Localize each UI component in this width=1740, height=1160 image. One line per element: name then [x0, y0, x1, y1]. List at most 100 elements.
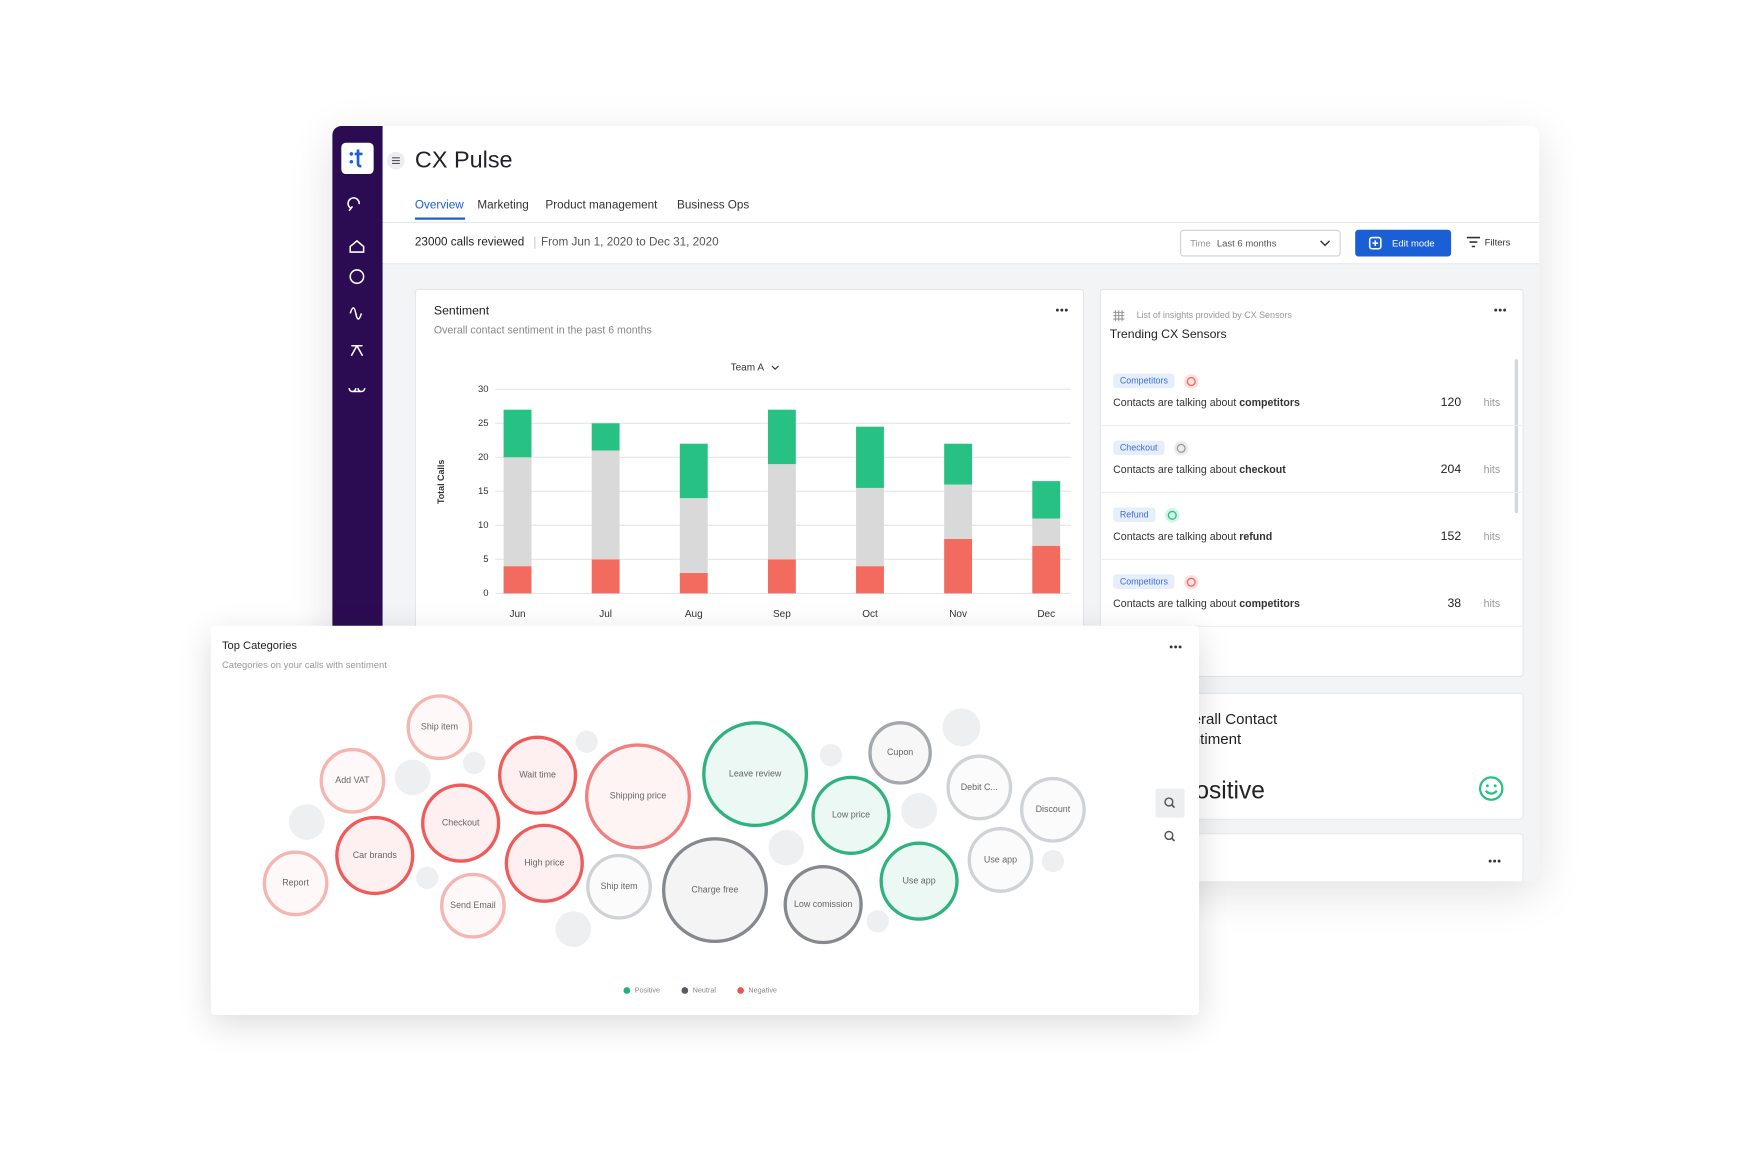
nav-icon[interactable] — [349, 269, 365, 285]
sensor-text: Contacts are talking about competitors — [1113, 598, 1300, 610]
sensor-list: Competitors Contacts are talking about co… — [1099, 359, 1522, 674]
bubble-circle — [783, 864, 863, 945]
bubble[interactable]: Ship item — [406, 694, 473, 761]
filter-icon — [1466, 236, 1481, 248]
bubble[interactable]: Use app — [879, 841, 959, 921]
legend-label: Neutral — [693, 985, 717, 994]
nav-icon[interactable] — [349, 307, 363, 320]
sidebar-icons — [341, 142, 374, 393]
bubble[interactable]: High price — [504, 823, 584, 903]
zoom-out-button[interactable] — [1164, 830, 1174, 841]
bar-segment — [1032, 518, 1061, 546]
sensor-tag[interactable]: Competitors — [1113, 373, 1175, 389]
zoom-in-button[interactable] — [1155, 788, 1185, 818]
bar-segment — [679, 572, 708, 594]
page-title: CX Pulse — [414, 147, 513, 173]
team-selector[interactable]: Team A — [731, 363, 765, 374]
bubble[interactable]: Charge free — [661, 837, 768, 944]
time-dropdown[interactable]: Time Last 6 months — [1180, 229, 1341, 257]
sensor-tag[interactable]: Refund — [1113, 507, 1156, 522]
bar-segment — [944, 484, 973, 539]
bubble-circle — [406, 694, 473, 761]
card-subtitle: Overall contact sentiment in the past 6 … — [433, 324, 652, 337]
bar-segment — [591, 559, 620, 594]
more-menu[interactable] — [1055, 308, 1068, 312]
tab[interactable]: Marketing — [477, 198, 529, 212]
nav-icon[interactable] — [349, 239, 365, 253]
bubble-label: Discount — [1036, 804, 1071, 814]
bar-segment — [944, 538, 973, 594]
bubble[interactable]: Low comission — [783, 864, 863, 945]
bar-segment — [944, 443, 973, 485]
sensor-keyword: competitors — [1239, 397, 1300, 410]
bar-segment — [503, 457, 532, 567]
sensors-card — [1099, 288, 1524, 678]
bar-segment — [679, 443, 708, 499]
bubble-circle — [421, 783, 501, 863]
icon-face — [1186, 577, 1196, 587]
x-tick-label: Dec — [1037, 609, 1055, 620]
bubble[interactable]: Low price — [811, 775, 891, 855]
zoom-icon — [1164, 797, 1174, 807]
bubble[interactable]: Ship item — [586, 853, 652, 920]
bar-segment — [767, 409, 796, 465]
bubble-label: Use app — [902, 876, 935, 886]
logo-dot — [349, 152, 354, 156]
bubble-circle — [967, 827, 1034, 893]
bubble[interactable]: Discount — [1020, 776, 1086, 843]
tab[interactable]: Business Ops — [677, 198, 750, 212]
background-bubble — [288, 804, 325, 840]
icon-face — [1173, 441, 1189, 456]
sensor-tag[interactable]: Checkout — [1113, 440, 1165, 456]
bar-segment — [856, 426, 884, 488]
hits-label: hits — [1483, 530, 1501, 544]
bubble[interactable]: Cupon — [868, 721, 932, 785]
sensor-keyword: competitors — [1239, 597, 1300, 611]
nav-icon[interactable] — [350, 344, 364, 357]
bubble[interactable]: Wait time — [498, 735, 578, 815]
tab[interactable]: Overview — [414, 198, 464, 212]
bubble[interactable]: Car brands — [335, 815, 415, 896]
tab[interactable]: Product management — [545, 198, 658, 212]
nav-icon[interactable] — [347, 197, 360, 212]
bubble[interactable]: Report — [262, 850, 329, 917]
bubble[interactable]: Leave review — [702, 721, 809, 828]
bubble[interactable]: Checkout — [421, 783, 501, 863]
bubble[interactable]: Send Email — [440, 872, 506, 939]
more-menu[interactable] — [1493, 308, 1507, 312]
calls-reviewed: 23000 calls reviewed — [414, 235, 525, 249]
filters-button[interactable]: Filters — [1484, 236, 1511, 248]
x-tick-label: Jul — [599, 609, 612, 620]
bubble[interactable]: Debit C... — [946, 754, 1013, 821]
x-tick-label: Jun — [509, 609, 525, 620]
row-divider — [1099, 625, 1522, 627]
bubble[interactable]: Add VAT — [319, 747, 386, 814]
legend-swatch — [737, 987, 744, 994]
sensor-tag[interactable]: Competitors — [1113, 574, 1175, 589]
nav-icon[interactable] — [348, 387, 366, 393]
y-axis-label: Total Calls — [436, 460, 446, 504]
more-menu[interactable] — [1169, 645, 1182, 649]
sentiment-icon — [1173, 441, 1189, 456]
bubble-label: Use app — [984, 854, 1017, 864]
scrollbar[interactable] — [1514, 359, 1519, 514]
sensor-hits: 120 — [1440, 395, 1462, 410]
more-menu[interactable] — [1488, 859, 1501, 863]
edit-icon — [1368, 236, 1382, 250]
edit-mode-button[interactable]: Edit mode — [1355, 229, 1452, 257]
bubble-label: Wait time — [519, 770, 556, 780]
bubble[interactable]: Use app — [967, 827, 1034, 893]
bubble-circle — [498, 735, 578, 815]
legend-swatch — [681, 987, 689, 994]
bubble-label: Ship item — [421, 722, 458, 732]
y-tick-label: 25 — [478, 418, 489, 429]
bubble[interactable]: Shipping price — [585, 743, 691, 850]
y-tick-label: 0 — [483, 588, 488, 599]
bubble-circle — [1020, 776, 1086, 843]
icon-face — [1183, 374, 1199, 389]
bubble-label: Send Email — [450, 900, 496, 910]
sentiment-icon — [1183, 374, 1199, 389]
background-bubble — [462, 751, 486, 775]
sensor-text: Contacts are talking about competitors — [1113, 397, 1300, 409]
menu-toggle[interactable] — [387, 151, 405, 170]
